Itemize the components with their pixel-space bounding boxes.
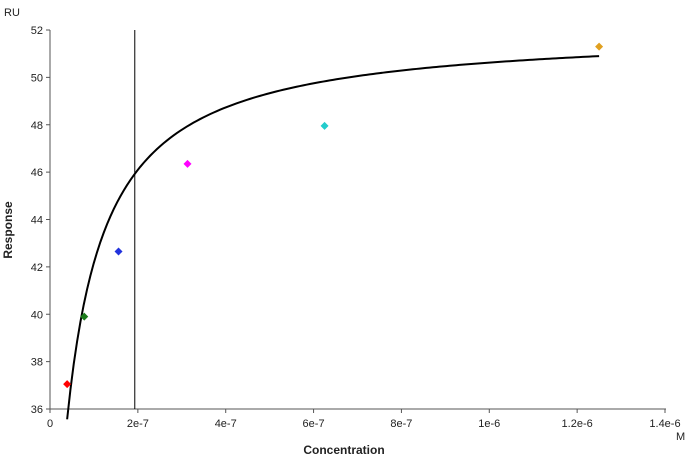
fit-curve <box>66 55 600 420</box>
x-tick-label: 8e-7 <box>390 418 412 430</box>
x-tick-label: 0 <box>47 418 53 430</box>
tick-labels: 36 38 40 42 44 46 48 50 52 0 2e-7 4e-7 6e-7 8e-7 1e-6 1… <box>31 25 681 430</box>
x-axis-title: Concentration <box>303 443 384 457</box>
x-tick-label: 6e-7 <box>303 418 325 430</box>
y-tick-label: 52 <box>31 25 43 37</box>
data-point <box>595 42 604 51</box>
fit-curve-layer <box>66 55 600 420</box>
y-tick-label: 40 <box>31 309 43 321</box>
axes <box>46 29 666 413</box>
data-point <box>114 247 123 256</box>
x-tick-label: 1.2e-6 <box>562 418 593 430</box>
y-tick-label: 50 <box>31 72 43 84</box>
data-point <box>320 121 329 130</box>
data-point <box>63 380 72 389</box>
y-tick-label: 42 <box>31 262 43 274</box>
x-tick-label: 2e-7 <box>127 418 149 430</box>
y-tick-label: 48 <box>31 120 43 132</box>
y-tick-label: 38 <box>31 357 43 369</box>
y-axis-title: Response <box>1 201 15 259</box>
y-unit-label: RU <box>4 7 20 19</box>
y-tick-label: 36 <box>31 404 43 416</box>
data-points <box>63 42 604 389</box>
x-tick-label: 1e-6 <box>478 418 500 430</box>
y-tick-label: 46 <box>31 167 43 179</box>
data-point <box>183 159 192 168</box>
y-tick-label: 44 <box>31 215 43 227</box>
x-tick-label: 1.4e-6 <box>649 418 680 430</box>
x-tick-label: 4e-7 <box>215 418 237 430</box>
x-unit-label: M <box>676 431 685 443</box>
data-point <box>80 312 89 321</box>
